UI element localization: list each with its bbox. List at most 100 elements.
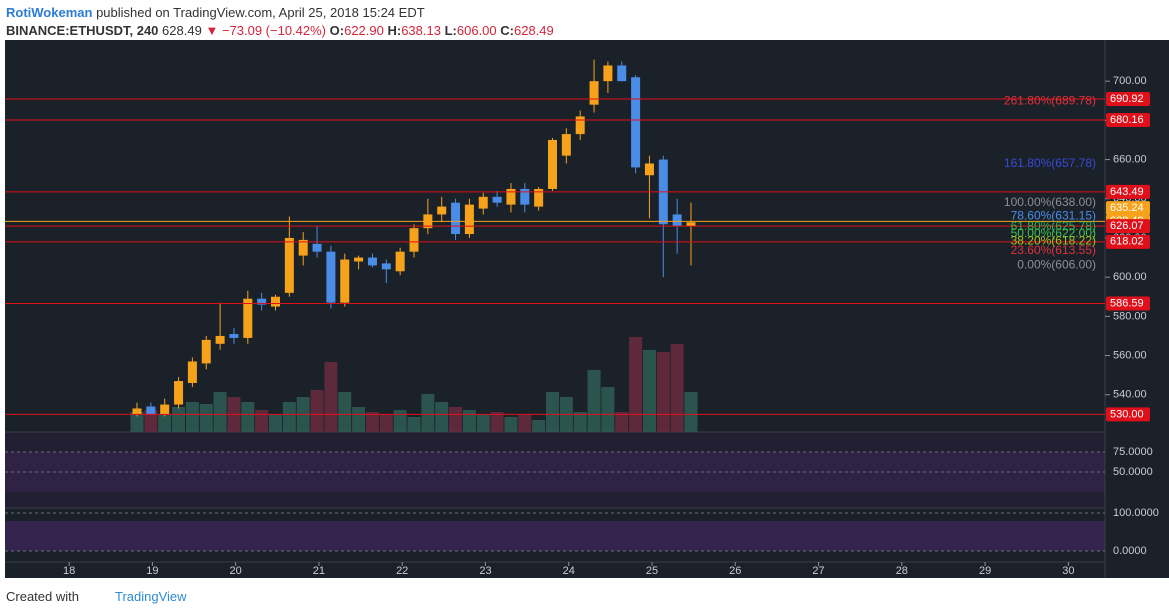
candle-body (243, 298, 253, 338)
level-label: 680.16 (1110, 114, 1144, 126)
volume-bar (421, 394, 435, 432)
volume-bar (185, 402, 199, 432)
candle-body (451, 202, 461, 235)
candle-body (215, 335, 225, 344)
volume-bar (546, 392, 559, 432)
volume-bar (684, 392, 698, 432)
candle-body (326, 251, 336, 303)
fib-label: 100.00%(638.00) (1004, 195, 1096, 209)
stoch-band (5, 521, 1105, 551)
candle-body (340, 259, 350, 303)
candle-body (146, 406, 156, 415)
volume-bar (476, 414, 490, 432)
volume-bar (199, 404, 213, 432)
ohlc-value: 622.90 (344, 23, 384, 38)
candle-body (506, 188, 516, 205)
volume-bar (462, 410, 476, 432)
fib-label: 161.80%(657.78) (1004, 156, 1096, 170)
level-box (1106, 234, 1150, 249)
y-tick-label: 660.00 (1113, 153, 1147, 165)
fib-label: 23.60%(613.55) (1011, 243, 1096, 257)
ohlc-key: O: (329, 23, 345, 38)
volume-bar (324, 362, 338, 432)
candle-body (354, 257, 364, 262)
volume-bar (642, 350, 656, 432)
ohlc-value: 638.13 (401, 23, 441, 38)
level-box (1106, 184, 1150, 199)
ohlc-key: L: (444, 23, 457, 38)
volume-bar (615, 412, 629, 432)
volume-bar (518, 414, 532, 432)
ohlc-value: 606.00 (456, 23, 497, 38)
down-arrow: ▼ (205, 23, 219, 38)
fib-label: 50.00%(622.00) (1011, 226, 1096, 240)
x-tick-label: 29 (979, 565, 991, 577)
candle-body (395, 251, 405, 272)
fib-label: 61.80%(625.78) (1011, 219, 1096, 233)
candle-body (561, 134, 571, 156)
y-tick-label: 560.00 (1113, 349, 1147, 361)
fib-label: 261.80%(689.78) (1004, 93, 1096, 107)
volume-bar (144, 410, 158, 432)
published: published on TradingView.com, April 25, … (96, 5, 425, 20)
candle-body (437, 206, 447, 215)
volume-bar (282, 402, 296, 432)
x-tick-label: 19 (146, 565, 158, 577)
header: RotiWokeman published on TradingView.com… (6, 4, 554, 40)
volume-bar (255, 410, 269, 432)
fib-label: 38.20%(618.22) (1011, 234, 1096, 248)
level-box (1106, 407, 1150, 422)
fib-label: 78.60%(631.15) (1011, 208, 1096, 222)
candle-body (160, 404, 170, 415)
x-tick-label: 27 (812, 565, 824, 577)
candle-body (284, 237, 294, 293)
footer: Created with TradingView (6, 589, 187, 604)
x-tick-label: 28 (896, 565, 908, 577)
x-tick-label: 26 (729, 565, 741, 577)
volume-bar (449, 407, 463, 432)
volume-bar (269, 414, 282, 432)
indicator-tick-label: 100.0000 (1113, 507, 1159, 519)
level-label: 690.92 (1110, 93, 1144, 105)
candle-body (548, 139, 557, 189)
candle-body (478, 196, 488, 209)
x-tick-label: 24 (563, 565, 575, 577)
author[interactable]: RotiWokeman (6, 5, 93, 20)
x-tick-label: 25 (646, 565, 658, 577)
candle-body (187, 361, 197, 383)
volume-bar (158, 414, 172, 432)
x-tick-label: 30 (1062, 565, 1074, 577)
candle-body (534, 188, 544, 207)
volume-bar (656, 352, 670, 432)
level-box (1106, 91, 1150, 106)
last: 628.49 (162, 23, 202, 38)
candle-body (464, 204, 474, 235)
brand[interactable]: TradingView (114, 589, 187, 604)
candle-body (381, 263, 391, 270)
volume-bar (670, 344, 684, 432)
level-label: 618.02 (1110, 236, 1144, 248)
rsi-band (5, 452, 1105, 492)
fib-label: 0.00%(606.00) (1017, 258, 1096, 272)
indicator-tick-label: 0.0000 (1113, 545, 1147, 557)
candle-body (672, 214, 682, 227)
volume-bar (310, 390, 324, 432)
x-tick-label: 20 (230, 565, 242, 577)
volume-bar (379, 414, 393, 432)
volume-bar (587, 370, 601, 432)
candle-body (589, 81, 599, 105)
level-box (1106, 296, 1150, 311)
candle-body (617, 65, 627, 82)
y-tick-label: 540.00 (1113, 389, 1147, 401)
level-label: 586.59 (1110, 297, 1144, 309)
candle-body (631, 77, 641, 168)
candle-body (409, 228, 419, 252)
indicator-tick-label: 75.0000 (1113, 446, 1153, 458)
volume-bar (435, 402, 449, 432)
symbol: BINANCE:ETHUSDT, 240 (6, 23, 159, 38)
volume-bar (338, 392, 352, 432)
candle-body (686, 222, 696, 227)
volume-bar (365, 412, 379, 432)
volume-bar (172, 407, 186, 432)
